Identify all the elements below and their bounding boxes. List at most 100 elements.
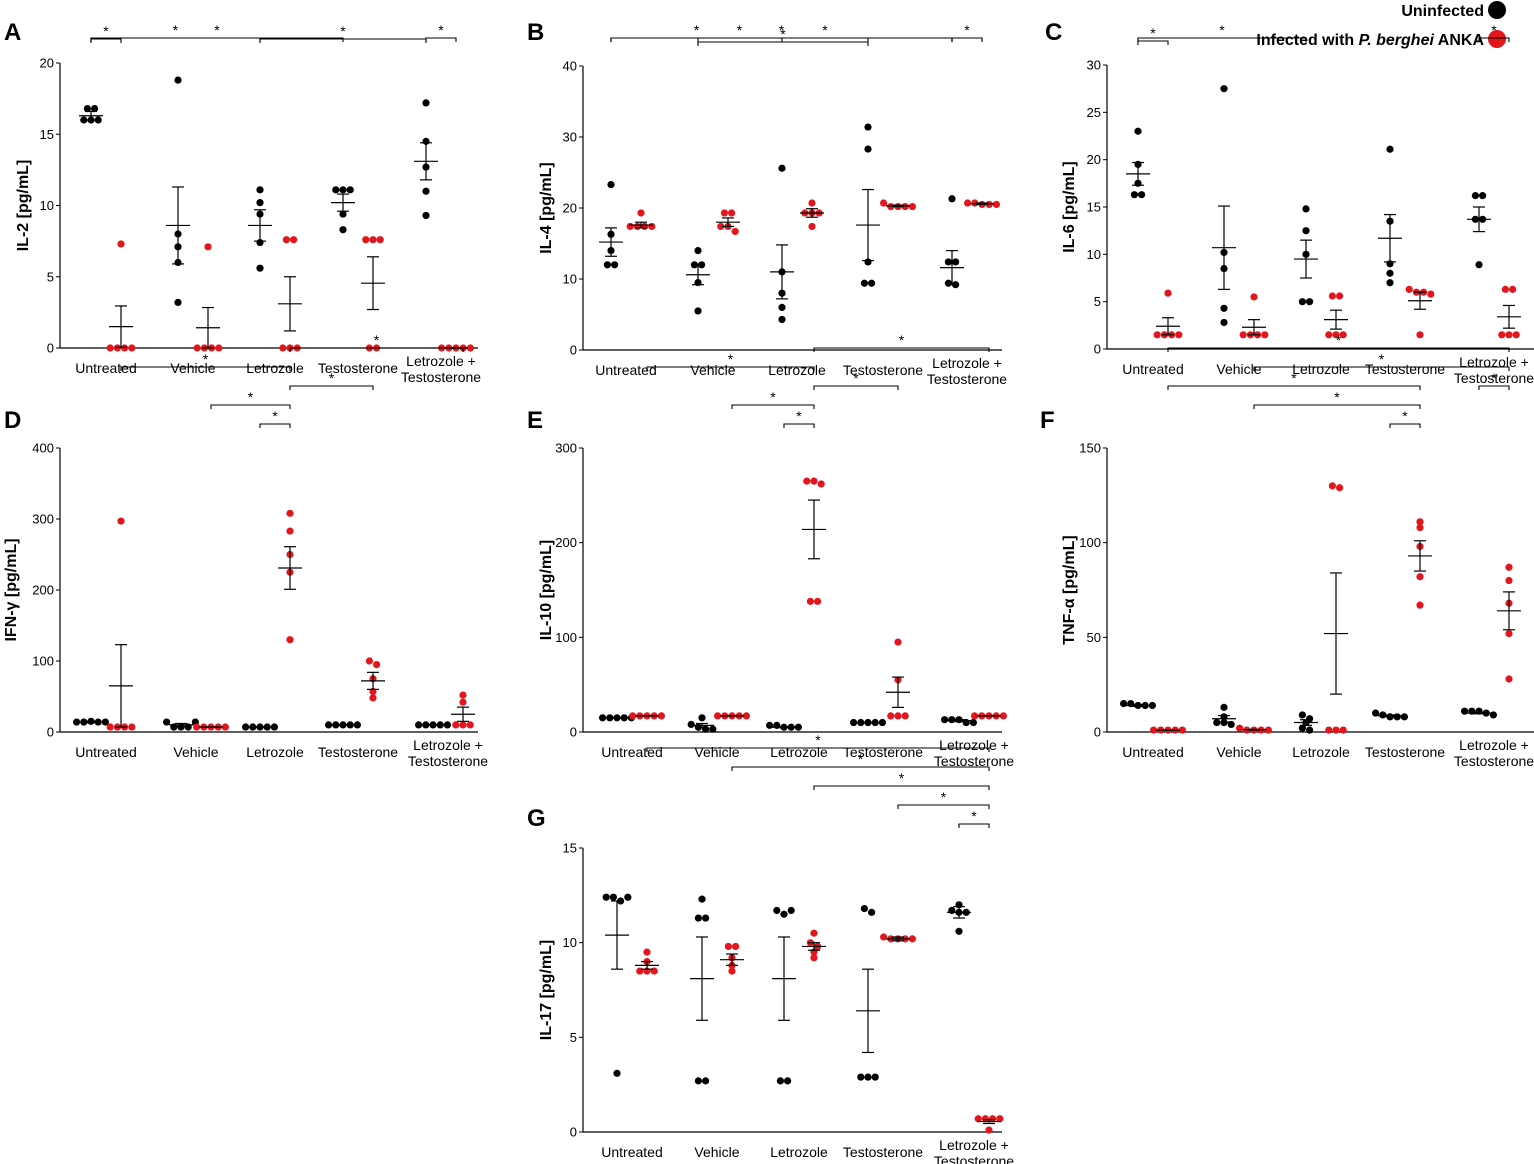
data-point [1134, 127, 1142, 135]
data-point [83, 105, 91, 113]
data-point [1220, 703, 1228, 711]
group-infected [1497, 285, 1521, 339]
data-point [325, 721, 333, 729]
group-uninfected [850, 718, 887, 727]
y-tick-label: 0 [1094, 725, 1101, 740]
significance-star: * [248, 389, 254, 405]
data-point [1489, 711, 1497, 719]
data-point [1239, 331, 1247, 339]
data-point [806, 597, 815, 605]
data-point [1250, 293, 1258, 301]
data-point [1213, 718, 1221, 727]
data-point [641, 222, 649, 231]
category-label-line: Testosterone [927, 371, 1007, 387]
group-uninfected [947, 901, 971, 935]
data-point [766, 721, 774, 729]
data-point [611, 261, 619, 269]
data-point [282, 236, 290, 244]
panel-f: F 0 50 100 150 TNF-α [pg/mL] Untreated Vehicle L… [1040, 332, 1534, 769]
group-uninfected [242, 723, 278, 731]
significance-bracket: * [646, 732, 990, 752]
data-point [864, 145, 872, 153]
group-infected [106, 517, 136, 731]
data-point [91, 105, 99, 113]
data-point [1261, 331, 1269, 339]
bracket-line [697, 37, 953, 42]
data-point [732, 942, 740, 951]
data-point [657, 712, 666, 720]
group-infected [714, 712, 751, 720]
bracket-line [1137, 37, 1307, 42]
bracket-line [897, 804, 990, 809]
data-point [717, 222, 725, 231]
y-tick-label: 200 [555, 535, 577, 550]
category-label: Letrozole + Testosterone [408, 737, 488, 769]
significance-bracket: * [610, 22, 783, 42]
data-point [332, 186, 340, 194]
group-infected [716, 209, 740, 236]
data-point [174, 76, 182, 84]
data-point [113, 344, 121, 352]
category-label: Letrozole + Testosterone [934, 1137, 1014, 1164]
data-point [941, 716, 949, 724]
data-point [803, 477, 811, 485]
data-point [1302, 227, 1310, 235]
bracket-line [1478, 37, 1510, 42]
group-uninfected [1126, 127, 1150, 199]
data-point [808, 222, 816, 231]
data-point [996, 1115, 1004, 1123]
group-uninfected [325, 721, 361, 729]
bracket-line [425, 37, 457, 42]
y-tick-label: 100 [555, 630, 577, 645]
bracket-line [646, 747, 990, 752]
data-point [353, 721, 361, 729]
group-infected [626, 209, 656, 231]
category-label: Vehicle [694, 1144, 739, 1160]
significance-bracket: * [813, 370, 899, 390]
bracket-line [1253, 366, 1510, 371]
significance-star: * [815, 732, 821, 748]
group-infected [193, 723, 229, 731]
significance-bracket: * [813, 332, 990, 352]
panel-b: B 0 10 20 30 40 IL-4 [pg/mL] Untreated Vehicle Le… [527, 19, 1007, 387]
group-infected [1497, 563, 1521, 683]
data-point [279, 344, 287, 352]
y-axis-label: IFN-γ [pg/mL] [3, 538, 20, 641]
significance-star: * [1491, 22, 1497, 38]
data-point [204, 243, 212, 251]
data-point [780, 910, 788, 918]
data-point [1505, 563, 1513, 571]
data-point [339, 210, 347, 218]
group-uninfected [1461, 707, 1497, 719]
data-point [773, 906, 781, 915]
y-tick-label: 0 [47, 725, 54, 740]
y-tick-label: 150 [1079, 441, 1101, 456]
group-infected [1408, 518, 1432, 609]
data-point [698, 714, 706, 722]
data-point [459, 698, 467, 706]
data-point [944, 279, 953, 287]
data-point [221, 723, 229, 731]
group-infected [886, 638, 910, 720]
significance-star: * [272, 408, 278, 424]
group-infected [802, 929, 826, 962]
data-point [626, 222, 634, 231]
bracket-line [289, 385, 374, 390]
group-uninfected [331, 186, 355, 234]
data-point [724, 942, 733, 951]
significance-bracket: * [1253, 389, 1421, 409]
data-point [443, 721, 451, 729]
data-point [1120, 700, 1128, 708]
data-point [969, 718, 978, 727]
data-point [1138, 191, 1146, 199]
data-point [1150, 726, 1158, 734]
data-point [698, 895, 706, 903]
data-point [731, 227, 739, 236]
significance-bracket: * [697, 26, 869, 46]
data-point [810, 929, 818, 937]
data-point [1220, 318, 1228, 327]
bracket-line [120, 366, 291, 371]
data-point [117, 517, 125, 525]
data-point [784, 1077, 792, 1085]
category-label: Letrozole + Testosterone [1454, 354, 1534, 386]
